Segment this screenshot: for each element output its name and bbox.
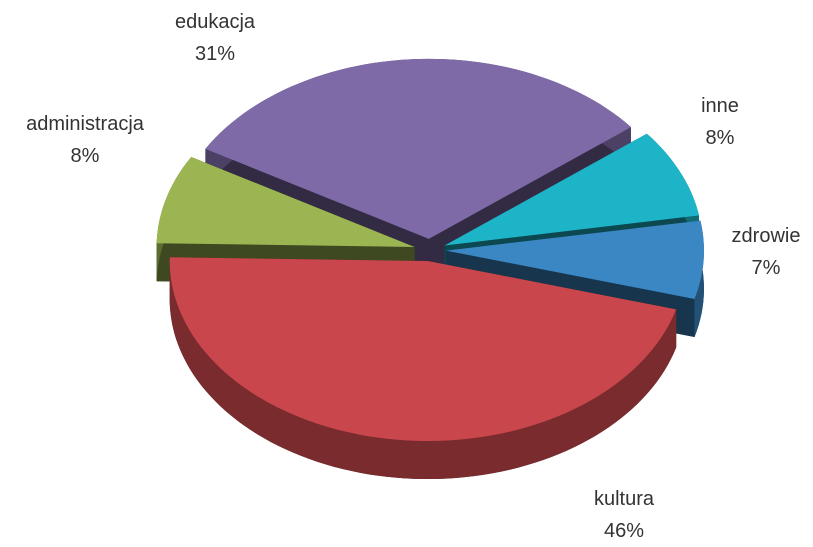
slice — [205, 58, 631, 239]
slice — [156, 157, 415, 247]
label-value: 8% — [706, 127, 735, 149]
slice — [169, 257, 677, 441]
label-name: kultura — [594, 488, 655, 510]
data-label: administracja 8% — [26, 113, 145, 167]
label-name: zdrowie — [732, 225, 801, 247]
data-label: zdrowie 7% — [732, 225, 801, 279]
slice — [444, 133, 699, 246]
slice-wall — [169, 257, 677, 479]
label-name: administracja — [26, 113, 145, 135]
label-name: edukacja — [175, 11, 256, 33]
label-value: 31% — [195, 43, 235, 65]
label-name: inne — [701, 95, 739, 117]
data-label: kultura 46% — [594, 488, 655, 542]
slice — [446, 220, 704, 299]
data-label: edukacja 31% — [175, 11, 256, 65]
label-value: 46% — [604, 520, 644, 542]
data-label: inne 8% — [701, 95, 739, 149]
label-value: 7% — [752, 257, 781, 279]
label-value: 8% — [71, 145, 100, 167]
